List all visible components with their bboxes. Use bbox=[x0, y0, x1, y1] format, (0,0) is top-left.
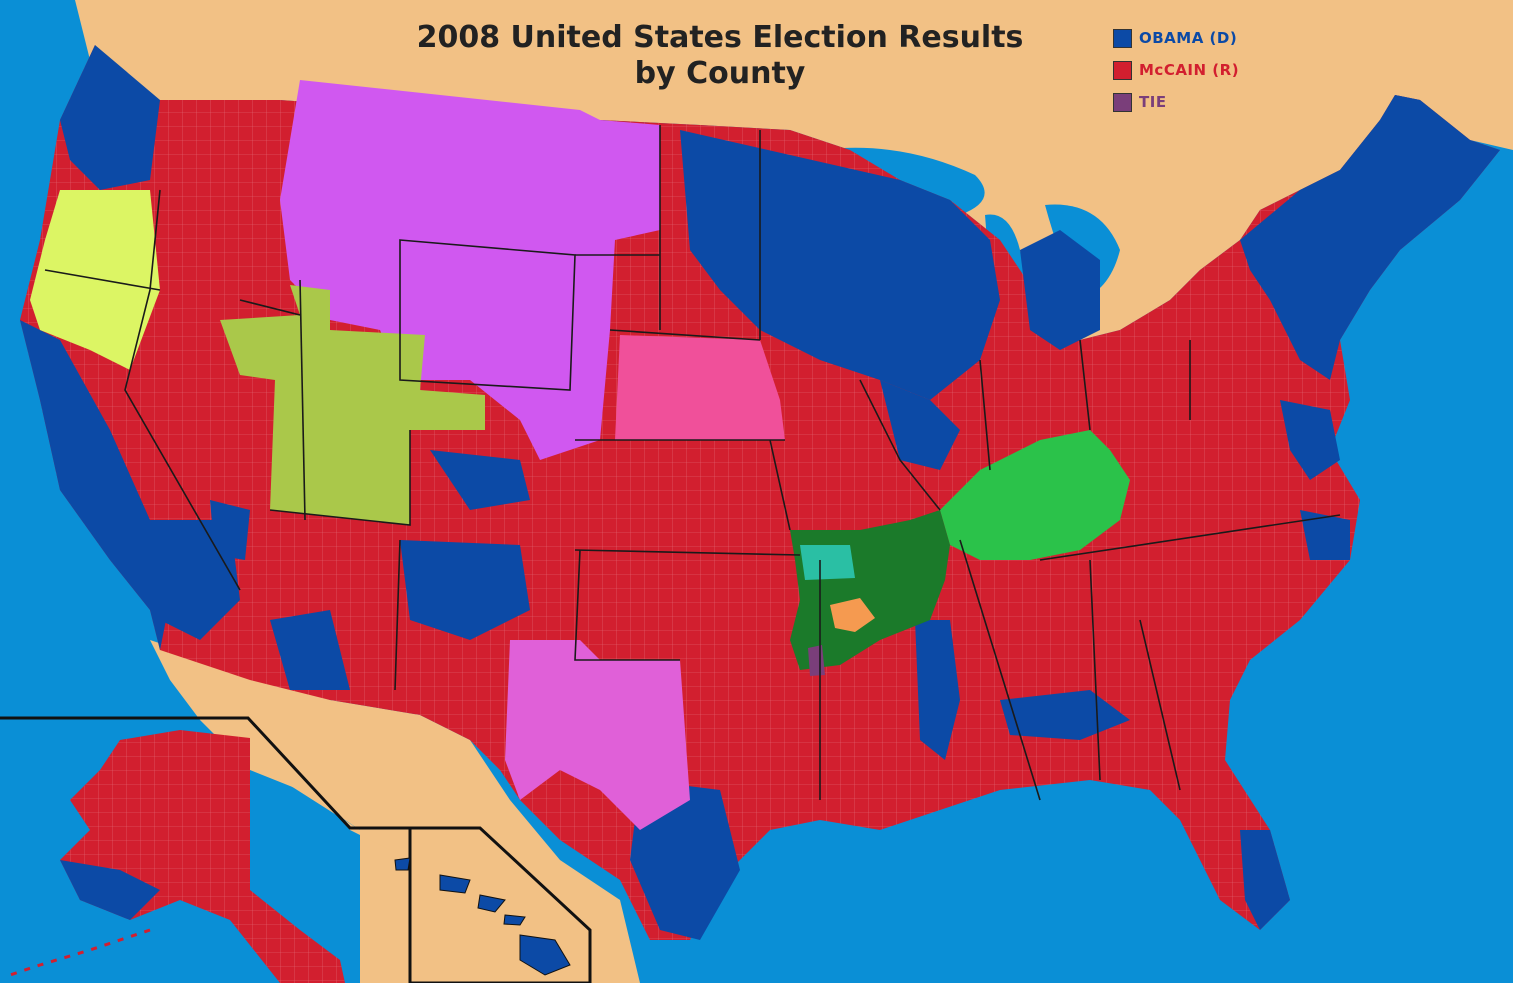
obama-nevada-south bbox=[210, 500, 250, 560]
state-boundaries bbox=[44, 125, 1341, 801]
region-tie-purple bbox=[808, 645, 825, 676]
obama-northeast bbox=[1240, 95, 1500, 380]
obama-colorado bbox=[430, 450, 530, 510]
region-pink-nebraska bbox=[615, 335, 785, 440]
alaska-county-grid bbox=[60, 730, 345, 983]
legend-label-obama: OBAMA (D) bbox=[1139, 29, 1238, 47]
obama-michigan bbox=[1020, 230, 1100, 350]
hawaii-inset-frame bbox=[350, 826, 592, 983]
region-magenta-northern-plains bbox=[280, 80, 660, 460]
obama-north-carolina bbox=[1300, 510, 1350, 560]
legend-item-mccain: McCAIN (R) bbox=[1113, 54, 1239, 86]
hawaii-islands bbox=[394, 857, 571, 976]
canada-land bbox=[75, 0, 1513, 340]
aleutian-islands bbox=[9, 928, 151, 977]
obama-new-mexico bbox=[400, 540, 530, 640]
alaska-canada-land bbox=[250, 720, 410, 983]
legend-label-tie: TIE bbox=[1139, 93, 1167, 111]
obama-texas-south bbox=[630, 780, 740, 940]
legend-swatch-obama bbox=[1113, 28, 1132, 48]
map-title-line2: by County bbox=[634, 56, 806, 91]
obama-mississippi-delta bbox=[915, 620, 960, 760]
obama-pacific-northwest bbox=[60, 45, 160, 190]
legend-item-obama: OBAMA (D) bbox=[1113, 22, 1239, 54]
region-teal-ozarks bbox=[800, 545, 855, 580]
legend-label-mccain: McCAIN (R) bbox=[1139, 61, 1240, 79]
region-yellow-green-oregon bbox=[30, 190, 160, 370]
obama-iowa-illinois bbox=[880, 380, 960, 470]
map-title-line1: 2008 United States Election Results bbox=[416, 20, 1024, 55]
mexico-land bbox=[150, 640, 640, 983]
region-pink-texas-panhandle bbox=[505, 640, 690, 830]
obama-arizona-south bbox=[270, 610, 350, 690]
region-bright-green-kentucky bbox=[940, 430, 1130, 560]
legend-item-tie: TIE bbox=[1113, 86, 1239, 118]
obama-california-coast bbox=[20, 320, 170, 650]
legend-swatch-mccain bbox=[1113, 60, 1132, 80]
alaska-obama-area bbox=[60, 860, 160, 920]
region-olive-green-utah bbox=[220, 285, 485, 525]
legend-swatch-tie bbox=[1113, 92, 1132, 112]
map-title: 2008 United States Election Results by C… bbox=[300, 20, 1140, 92]
obama-florida-south bbox=[1240, 830, 1290, 930]
legend: OBAMA (D) McCAIN (R) TIE bbox=[1113, 22, 1239, 118]
region-orange-central bbox=[830, 598, 875, 632]
obama-mid-atlantic bbox=[1280, 400, 1340, 480]
